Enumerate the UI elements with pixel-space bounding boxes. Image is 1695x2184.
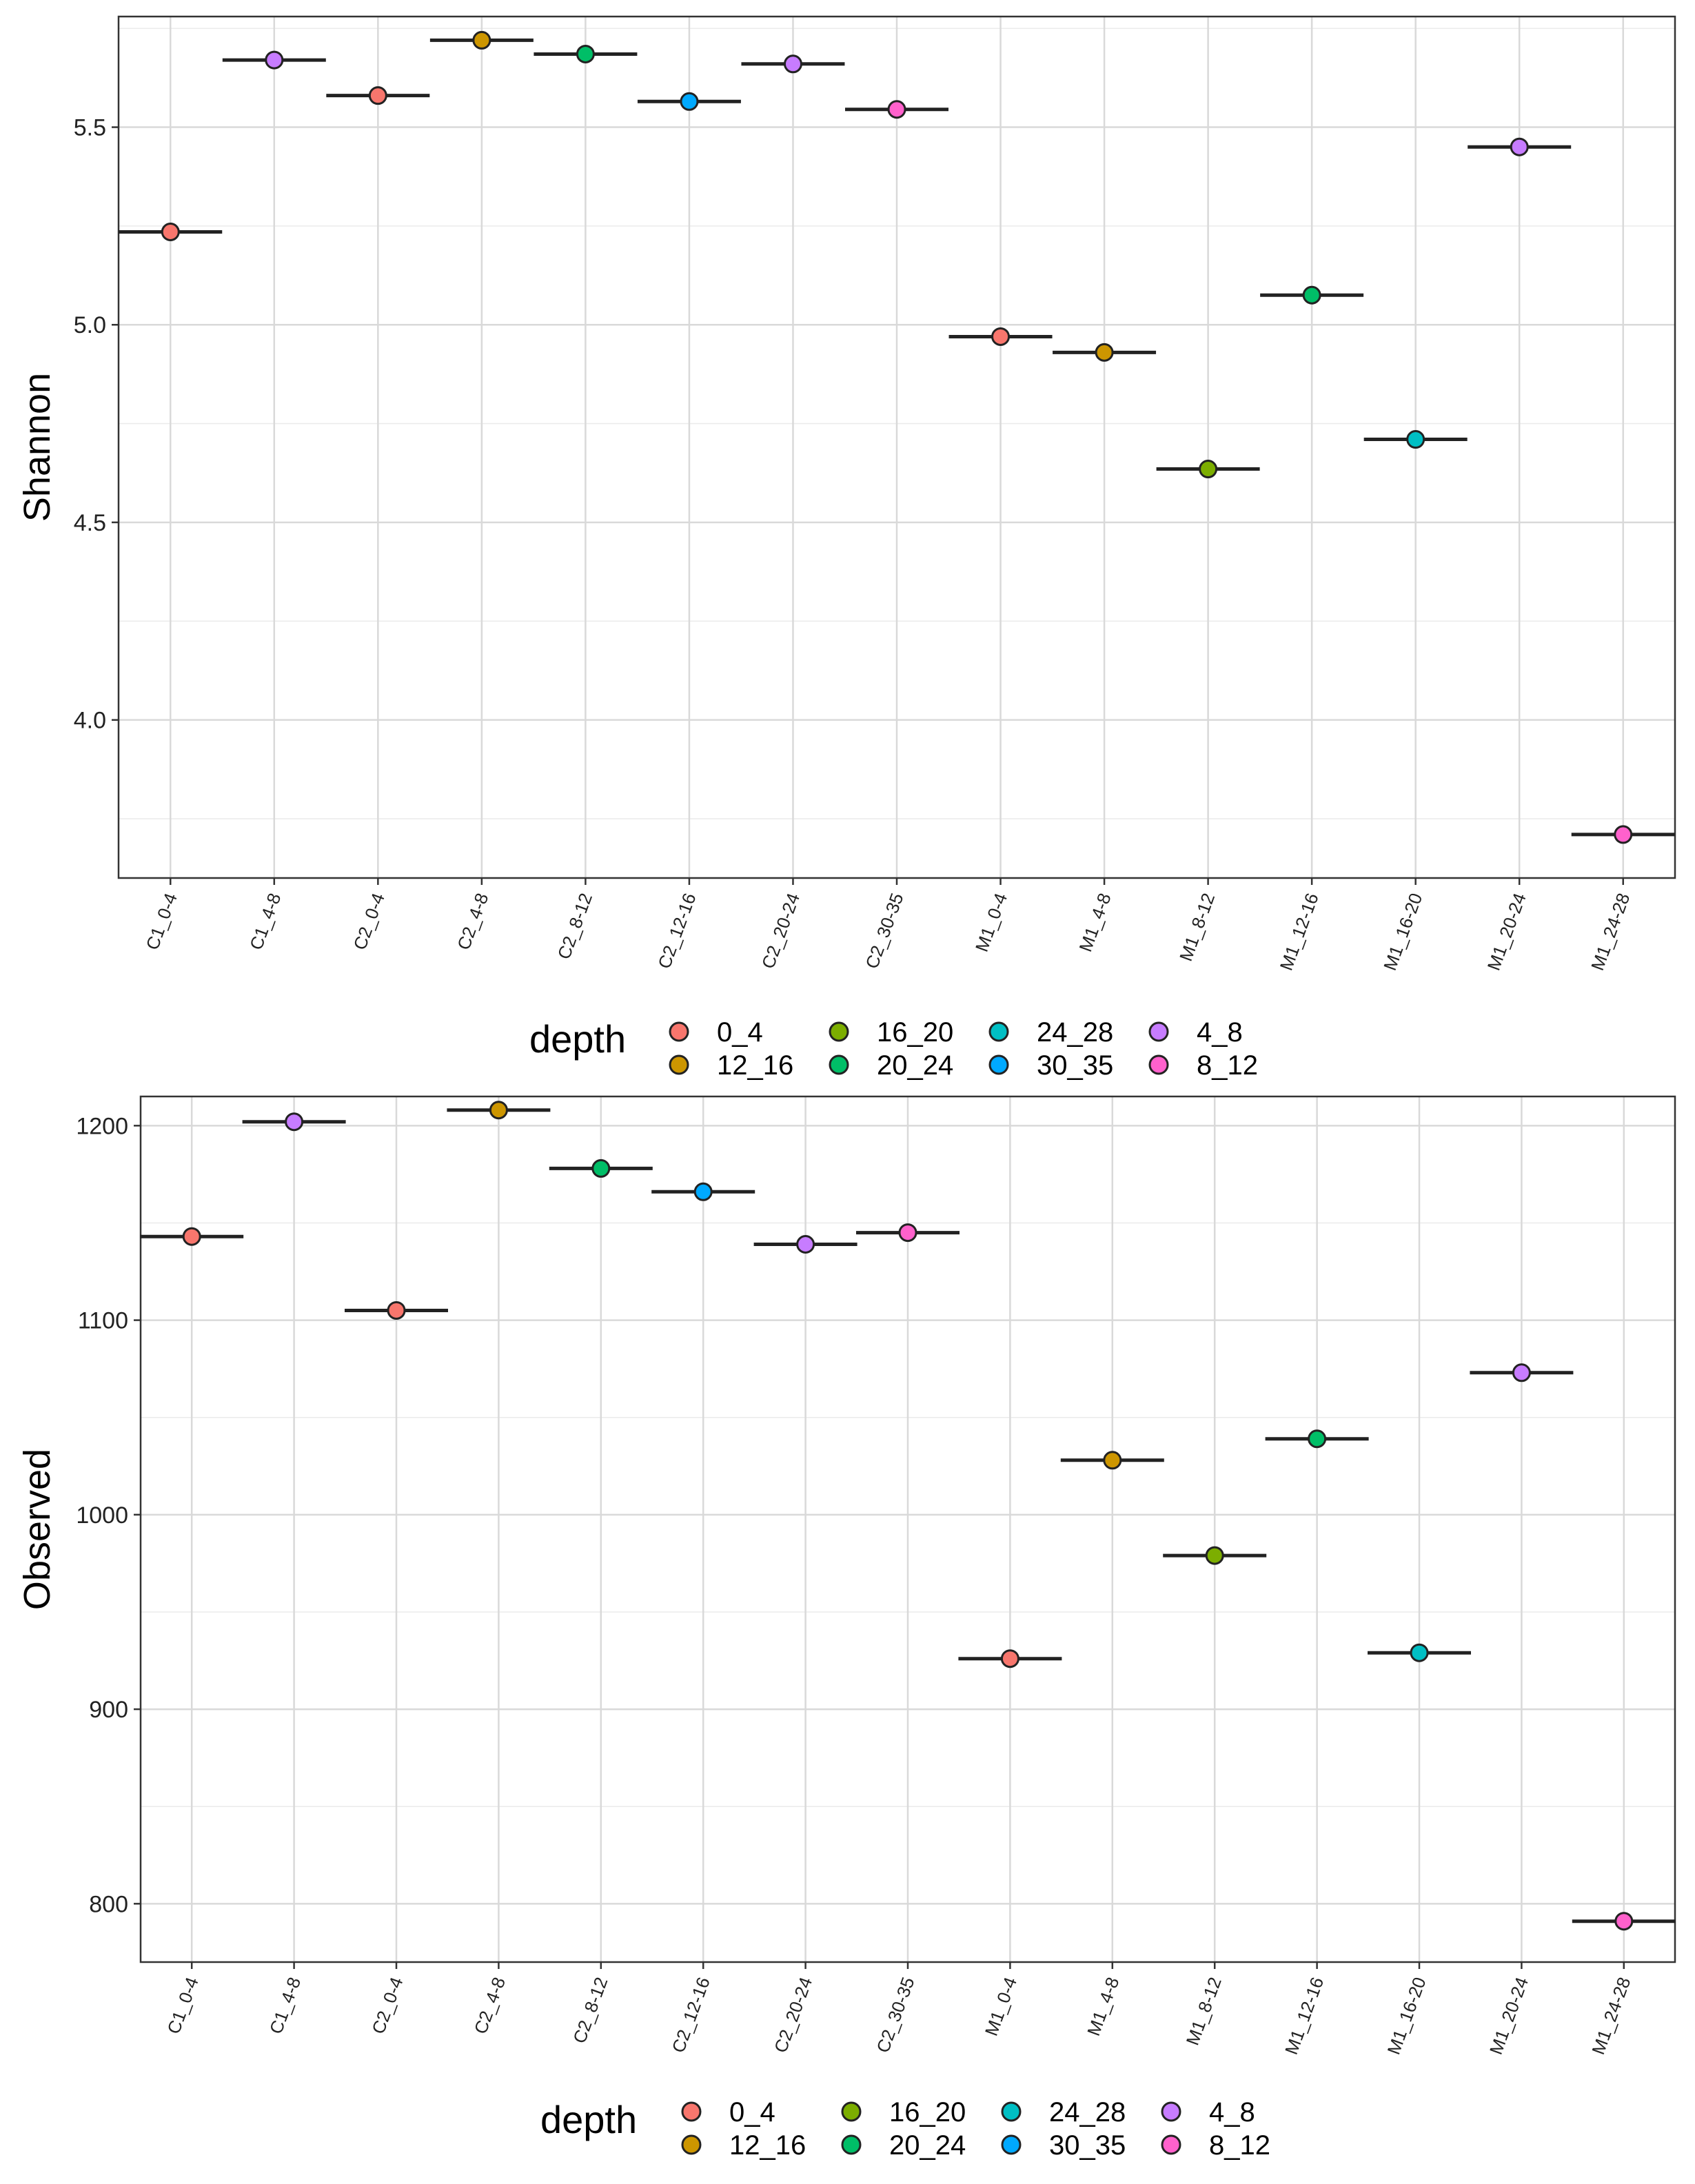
y-tick-label: 4.0 [74, 708, 106, 734]
legend-key [1148, 1054, 1169, 1075]
data-point [1510, 137, 1529, 156]
legend-key [1001, 2134, 1022, 2155]
legend-key [988, 1054, 1009, 1075]
legend-key [1001, 2101, 1022, 2122]
data-point [887, 100, 906, 119]
data-point [1000, 1649, 1019, 1668]
legend-label: 20_24 [889, 2130, 966, 2161]
legend-key [1161, 2101, 1181, 2122]
legend-label: 12_16 [717, 1050, 793, 1081]
legend-key [829, 1054, 849, 1075]
data-point [783, 54, 802, 74]
data-point [693, 1182, 713, 1201]
legend-label: 4_8 [1197, 1017, 1243, 1048]
legend-title: depth [540, 2098, 637, 2141]
data-point [1308, 1429, 1327, 1449]
data-point [1095, 343, 1114, 362]
data-point [1512, 1363, 1531, 1382]
y-tick-label: 900 [89, 1697, 128, 1723]
data-point [576, 44, 595, 63]
data-point [1103, 1451, 1122, 1470]
data-point [265, 50, 284, 70]
legend-label: 30_35 [1037, 1050, 1113, 1081]
data-point [591, 1159, 611, 1178]
data-point [680, 92, 699, 111]
y-tick-label: 1200 [76, 1113, 128, 1139]
legend-key [681, 2101, 702, 2122]
legend-key [681, 2134, 702, 2155]
y-tick-label: 1000 [76, 1502, 128, 1529]
y-axis-title: Shannon [17, 373, 58, 522]
legend-key [988, 1021, 1009, 1042]
legend-label: 8_12 [1197, 1050, 1258, 1081]
legend-key [829, 1021, 849, 1042]
data-point [796, 1235, 815, 1254]
legend-label: 16_20 [889, 2097, 966, 2127]
legend-key [669, 1054, 689, 1075]
legend-key [669, 1021, 689, 1042]
data-point [1302, 285, 1321, 305]
data-point [991, 327, 1011, 346]
legend-label: 16_20 [877, 1017, 953, 1048]
y-tick-label: 4.5 [74, 510, 106, 536]
y-tick-label: 5.5 [74, 115, 106, 141]
legend-label: 4_8 [1209, 2097, 1255, 2127]
legend-key [1148, 1021, 1169, 1042]
data-point [285, 1112, 304, 1132]
data-point [1199, 460, 1218, 479]
legend-label: 24_28 [1037, 1017, 1113, 1048]
data-point [182, 1227, 201, 1246]
data-point [1614, 1912, 1634, 1931]
legend-key [1161, 2134, 1181, 2155]
legend-label: 0_4 [717, 1017, 763, 1048]
legend-label: 20_24 [877, 1050, 953, 1081]
legend-label: 30_35 [1049, 2130, 1126, 2161]
data-point [898, 1223, 917, 1243]
data-point [1410, 1643, 1429, 1662]
legend-label: 8_12 [1209, 2130, 1270, 2161]
data-point [1205, 1546, 1224, 1565]
legend-label: 0_4 [729, 2097, 775, 2127]
data-point [387, 1300, 406, 1320]
data-point [489, 1101, 508, 1120]
data-point [1406, 430, 1425, 449]
data-point [161, 223, 180, 241]
data-point [1614, 825, 1633, 844]
legend-key [841, 2101, 862, 2122]
legend-label: 24_28 [1049, 2097, 1126, 2127]
y-axis-title: Observed [17, 1449, 58, 1610]
data-point [472, 30, 491, 50]
data-point [368, 86, 387, 105]
y-tick-label: 5.0 [74, 312, 106, 338]
y-tick-label: 1100 [78, 1308, 128, 1334]
y-tick-label: 800 [89, 1891, 128, 1917]
legend-title: depth [529, 1017, 626, 1061]
legend-key [841, 2134, 862, 2155]
legend-label: 12_16 [729, 2130, 806, 2161]
